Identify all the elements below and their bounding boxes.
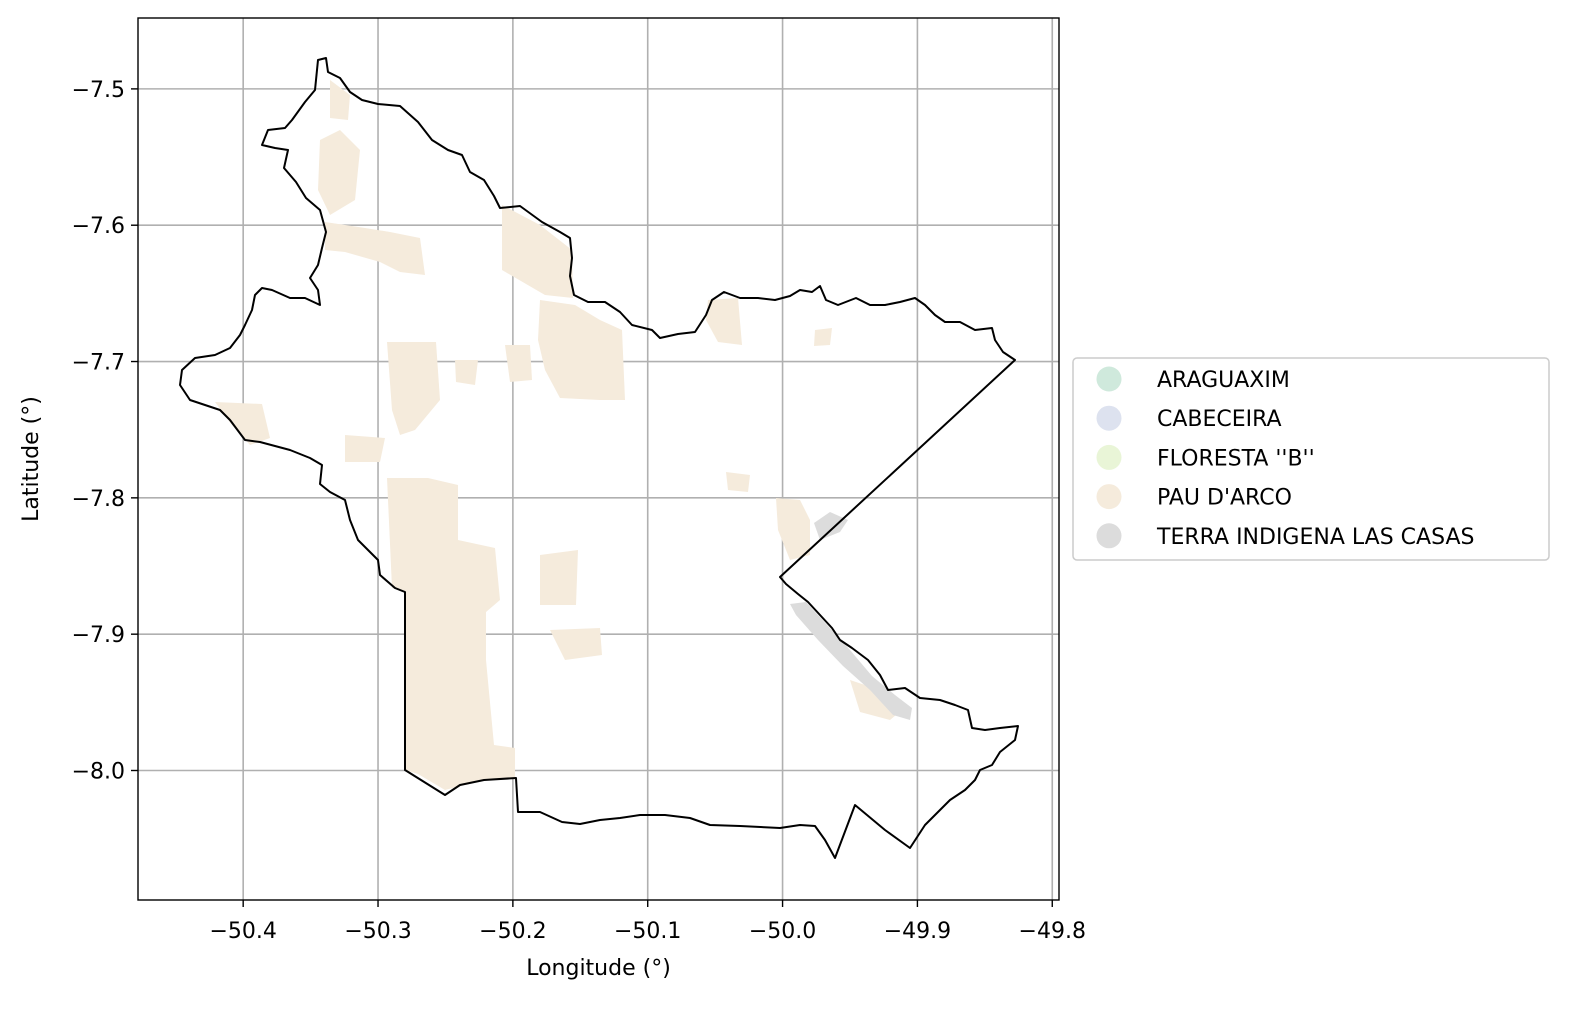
x-tick-label: −49.8	[1019, 919, 1086, 944]
legend-box	[1072, 357, 1550, 561]
terra-indigena-patch	[790, 602, 912, 720]
pau-darco-patch	[776, 498, 810, 560]
pau-darco-patch	[726, 472, 750, 492]
legend-marker	[1096, 484, 1122, 510]
terra-indigena-patch	[814, 512, 848, 540]
pau-darco-patch	[318, 130, 360, 215]
y-tick-label: −8.0	[72, 759, 125, 784]
legend-label: CABECEIRA	[1157, 407, 1282, 432]
municipality-boundary	[179, 57, 1019, 859]
legend-marker	[1096, 444, 1122, 470]
pau-darco-patch	[345, 435, 385, 462]
pau-darco-patch	[387, 478, 515, 790]
x-tick-label: −49.9	[884, 919, 951, 944]
y-tick-label: −7.7	[72, 351, 125, 376]
x-tick-label: −50.3	[344, 919, 411, 944]
pau-darco-patch	[387, 342, 440, 435]
grid-lines	[138, 18, 1059, 900]
x-tick-label: −50.2	[479, 919, 546, 944]
pau-darco-patch	[540, 550, 578, 605]
legend-label: ARAGUAXIM	[1157, 368, 1290, 393]
legend-label: FLORESTA ''B''	[1157, 446, 1315, 471]
y-axis-label: Latitude (°)	[19, 396, 44, 522]
x-tick-label: −50.4	[209, 919, 276, 944]
y-tick-label: −7.5	[72, 78, 125, 103]
legend-label: TERRA INDIGENA LAS CASAS	[1156, 525, 1474, 550]
axes-frame	[137, 17, 1060, 901]
y-tick-label: −7.6	[72, 214, 125, 239]
pau-darco-patch	[502, 205, 573, 298]
x-axis-label: Longitude (°)	[526, 956, 671, 981]
pau-darco-patch	[706, 298, 742, 345]
pau-darco-patch	[330, 80, 350, 120]
pau-darco-patch	[455, 360, 478, 385]
pau-darco-patch	[215, 402, 270, 445]
legend-label: PAU D'ARCO	[1157, 486, 1292, 511]
terra-indigena-las-casas-areas	[790, 512, 912, 720]
x-tick-label: −50.0	[749, 919, 816, 944]
legend-marker	[1096, 405, 1122, 431]
y-axis-ticks: −7.5 −7.6 −7.7 −7.8 −7.9 −8.0	[72, 78, 138, 784]
legend: ARAGUAXIM CABECEIRA FLORESTA ''B'' PAU D'AR…	[1072, 357, 1550, 561]
y-tick-label: −7.9	[72, 623, 125, 648]
pau-darco-patch	[550, 628, 602, 660]
y-tick-label: −7.8	[72, 487, 125, 512]
legend-marker	[1096, 366, 1122, 392]
x-tick-label: −50.1	[614, 919, 681, 944]
pau-darco-patch	[814, 328, 832, 346]
pau-darco-patch	[325, 222, 425, 275]
x-axis-ticks: −50.4 −50.3 −50.2 −50.1 −50.0 −49.9 −49.8	[209, 900, 1086, 944]
legend-marker	[1096, 523, 1122, 549]
pau-darco-patch	[505, 345, 532, 382]
pau-darco-areas	[215, 80, 902, 790]
pau-darco-patch	[538, 300, 625, 400]
